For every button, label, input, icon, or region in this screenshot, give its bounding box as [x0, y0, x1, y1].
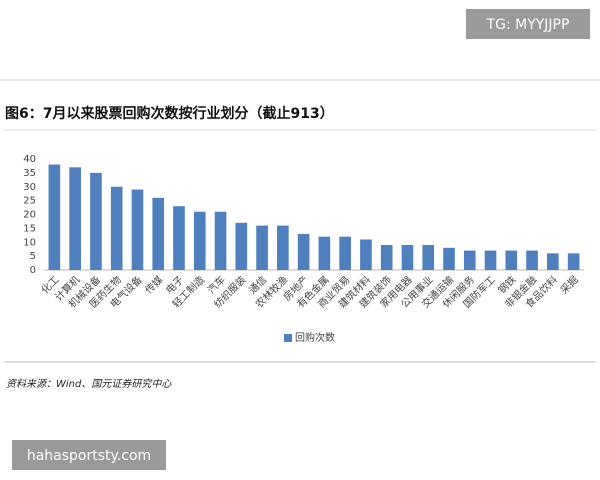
bar — [277, 225, 289, 270]
legend-swatch — [284, 334, 292, 342]
source: 资料来源：Wind、国元证券研究中心 — [6, 378, 172, 390]
legend-label: 回购次数 — [295, 331, 335, 344]
y-tick-label: 5 — [30, 251, 36, 262]
bar — [360, 239, 372, 270]
bar — [339, 236, 351, 270]
watermark: hahasportsty.com — [27, 448, 151, 464]
bar — [69, 167, 81, 270]
y-tick-label: 0 — [30, 265, 36, 276]
y-tick-label: 30 — [23, 182, 36, 193]
y-tick-label: 25 — [23, 196, 36, 207]
y-tick-label: 15 — [23, 223, 36, 234]
y-tick-label: 10 — [23, 237, 36, 248]
bar — [567, 253, 580, 270]
y-tick-label: 40 — [23, 154, 36, 165]
bar — [547, 253, 559, 270]
bar — [380, 245, 393, 270]
bar — [193, 211, 206, 270]
watermark: TG: MYYJJPP — [486, 17, 570, 33]
chart-title: 图6：7月以来股票回购次数按行业划分（截止913） — [5, 105, 334, 122]
watermark-box — [12, 440, 166, 470]
bar — [484, 250, 497, 270]
bar — [152, 197, 165, 270]
y-tick-label: 35 — [23, 168, 36, 179]
bar — [463, 250, 476, 270]
bar — [131, 189, 144, 270]
bar — [256, 225, 268, 270]
bar — [422, 245, 435, 270]
bar — [173, 206, 185, 270]
bar — [401, 245, 414, 270]
y-tick-label: 20 — [23, 210, 36, 221]
bar — [526, 250, 538, 270]
bar — [48, 164, 61, 270]
bar — [110, 186, 123, 270]
bar — [443, 247, 455, 270]
bar — [235, 222, 248, 270]
watermark-box — [466, 9, 590, 39]
bar — [297, 233, 310, 270]
bar — [214, 211, 227, 270]
bar — [318, 236, 331, 270]
bar — [90, 172, 102, 270]
bar — [505, 250, 518, 270]
